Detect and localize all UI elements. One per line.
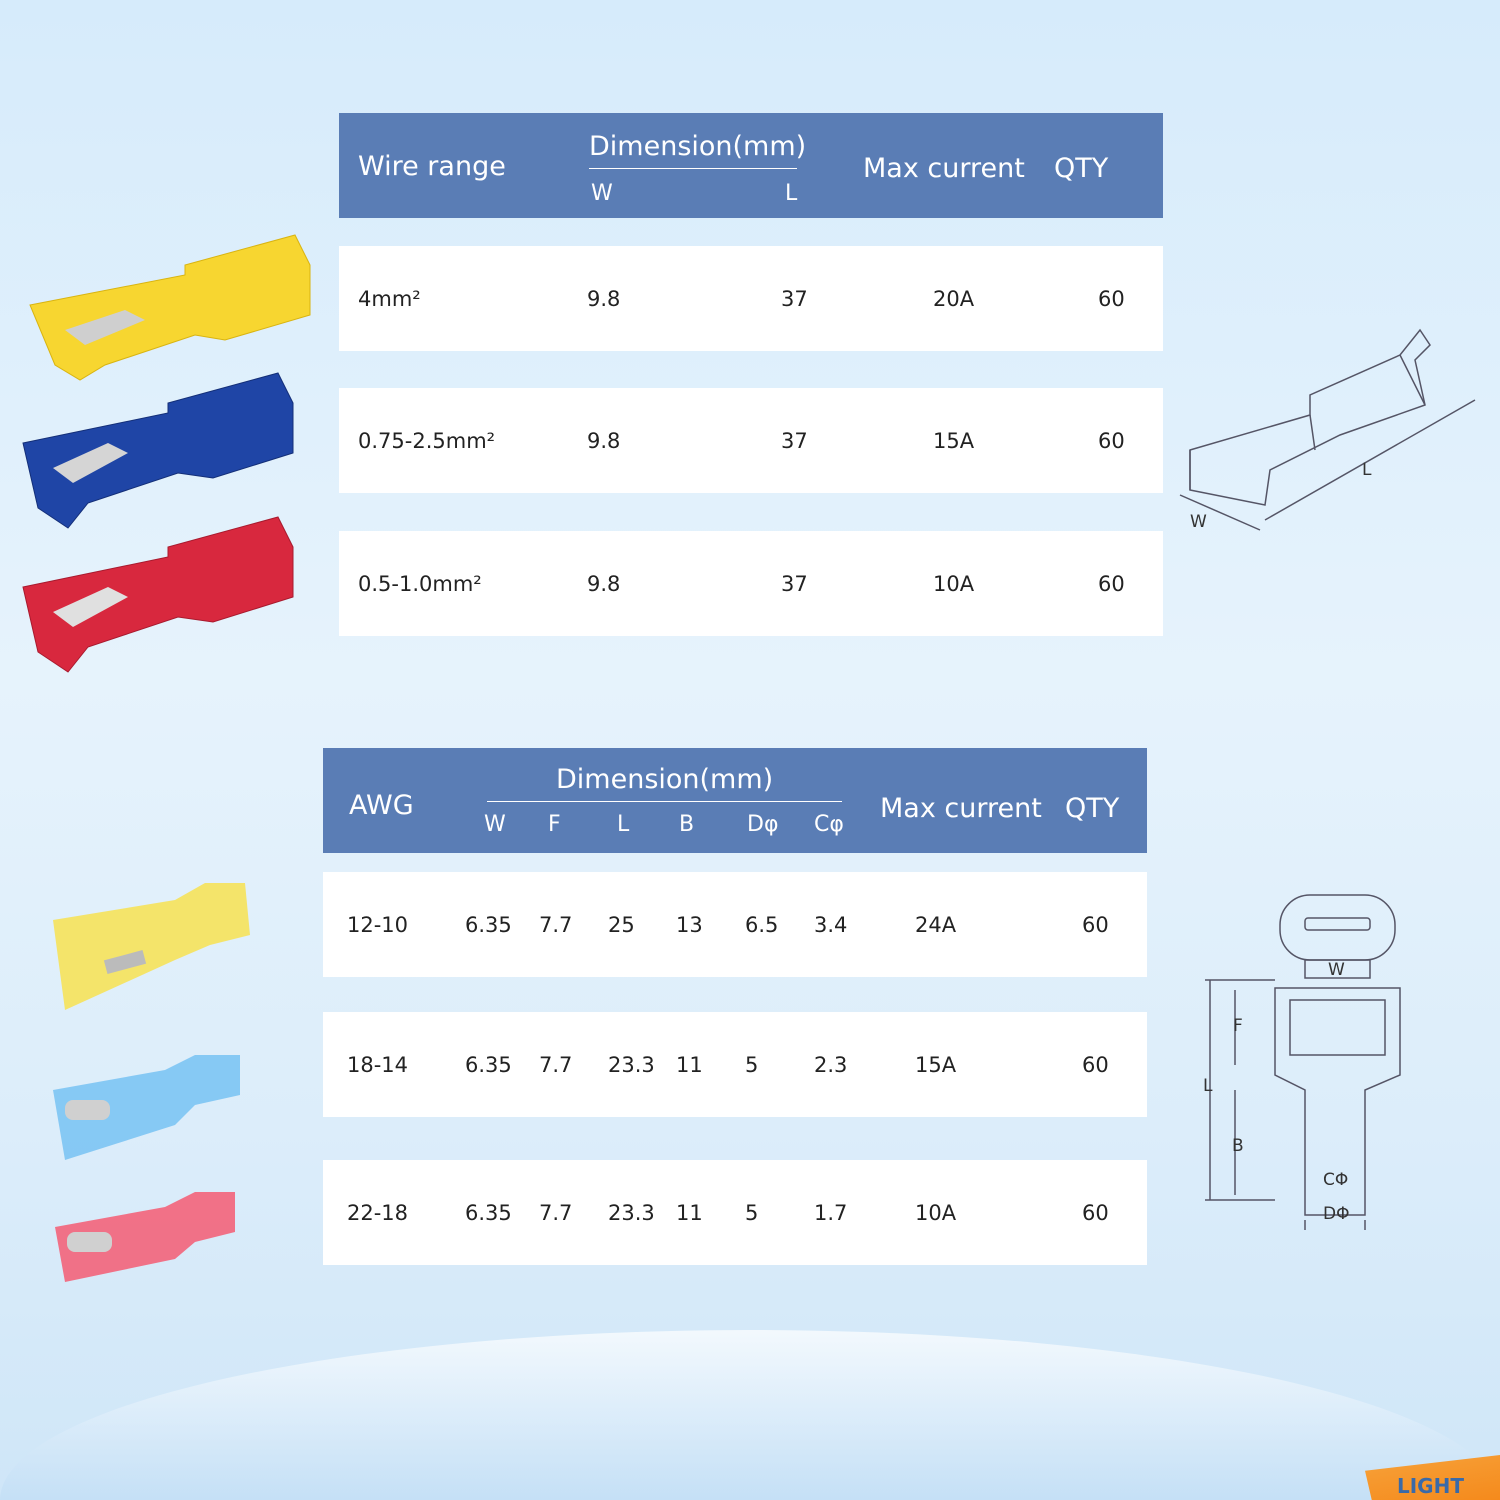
male-disconnects-image [53, 883, 250, 1282]
cell-qty: 60 [1098, 428, 1125, 453]
cell-l: 23.3 [608, 1052, 655, 1077]
cell-f: 7.7 [539, 1200, 573, 1225]
header-divider [487, 801, 842, 802]
yellow-connector [29, 234, 311, 381]
cell-w: 6.35 [465, 912, 512, 937]
cell-qty: 60 [1082, 1052, 1109, 1077]
header-qty: QTY [1054, 153, 1109, 184]
cell-f: 7.7 [539, 1052, 573, 1077]
table-row: 0.75-2.5mm² 9.8 37 15A 60 [339, 388, 1163, 493]
cell-b: 11 [676, 1200, 703, 1225]
cell-d: 6.5 [745, 912, 779, 937]
header-d: Dφ [747, 812, 779, 837]
header-max-current: Max current [863, 153, 1025, 184]
cell-current: 24A [915, 912, 957, 937]
cell-qty: 60 [1082, 912, 1109, 937]
t-tap-dimension-diagram [1179, 328, 1476, 531]
header-dimension: Dimension(mm) [556, 764, 774, 795]
cell-awg: 18-14 [347, 1052, 409, 1077]
header-dimension: Dimension(mm) [589, 131, 807, 162]
header-w: W [484, 812, 506, 837]
cell-current: 15A [933, 428, 975, 453]
diagram-w-label: W [1190, 512, 1207, 532]
cell-b: 13 [676, 912, 703, 937]
cell-c: 1.7 [814, 1200, 848, 1225]
cell-current: 20A [933, 286, 975, 311]
table-row: 22-18 6.35 7.7 23.3 11 5 1.7 10A 60 [323, 1160, 1147, 1265]
header-l: L [785, 181, 798, 206]
table1-header: Wire range Dimension(mm) W L Max current… [339, 113, 1163, 218]
cell-w: 6.35 [465, 1052, 512, 1077]
cell-w: 9.8 [587, 571, 621, 596]
cell-current: 10A [933, 571, 975, 596]
cell-qty: 60 [1098, 571, 1125, 596]
header-b: B [679, 812, 695, 837]
cell-w: 9.8 [587, 428, 621, 453]
cell-w: 6.35 [465, 1200, 512, 1225]
t-tap-connectors-image [22, 234, 311, 673]
cell-c: 3.4 [814, 912, 848, 937]
cell-d: 5 [745, 1052, 759, 1077]
cell-awg: 22-18 [347, 1200, 409, 1225]
background-wave [0, 1330, 1500, 1500]
cell-l: 25 [608, 912, 635, 937]
diagram-f-label: F [1233, 1016, 1243, 1036]
header-w: W [591, 181, 613, 206]
header-awg: AWG [349, 790, 414, 821]
header-qty: QTY [1065, 793, 1120, 824]
yellow-disconnect [53, 883, 250, 1010]
cell-b: 11 [676, 1052, 703, 1077]
table-row: 4mm² 9.8 37 20A 60 [339, 246, 1163, 351]
cell-l: 23.3 [608, 1200, 655, 1225]
cell-f: 7.7 [539, 912, 573, 937]
header-c: Cφ [814, 812, 844, 837]
cell-d: 5 [745, 1200, 759, 1225]
table2-header: AWG Dimension(mm) W F L B Dφ Cφ Max curr… [323, 748, 1147, 853]
cell-c: 2.3 [814, 1052, 848, 1077]
table-row: 0.5-1.0mm² 9.8 37 10A 60 [339, 531, 1163, 636]
male-disconnect-dimension-diagram [1205, 894, 1401, 1230]
cell-current: 15A [915, 1052, 957, 1077]
header-max-current: Max current [880, 793, 1042, 824]
cell-l: 37 [781, 571, 808, 596]
header-wire-range: Wire range [358, 151, 506, 182]
header-f: F [548, 812, 561, 837]
table-row: 18-14 6.35 7.7 23.3 11 5 2.3 15A 60 [323, 1012, 1147, 1117]
cell-current: 10A [915, 1200, 957, 1225]
table-row: 12-10 6.35 7.7 25 13 6.5 3.4 24A 60 [323, 872, 1147, 977]
cell-l: 37 [781, 286, 808, 311]
cell-awg: 12-10 [347, 912, 409, 937]
red-connector [22, 516, 294, 673]
diagram-l-label: L [1362, 460, 1372, 480]
cell-wire: 4mm² [358, 286, 421, 311]
blue-connector [22, 372, 294, 529]
diagram-b-label: B [1232, 1136, 1244, 1156]
diagram-l-label: L [1203, 1076, 1213, 1096]
logo-text: LIGHT [1397, 1474, 1464, 1498]
diagram-d-label: DΦ [1323, 1204, 1350, 1224]
cell-qty: 60 [1098, 286, 1125, 311]
header-l: L [617, 812, 630, 837]
diagram-c-label: CΦ [1323, 1170, 1349, 1190]
diagram-w-label: W [1328, 960, 1345, 980]
cell-qty: 60 [1082, 1200, 1109, 1225]
cell-wire: 0.5-1.0mm² [358, 571, 482, 596]
blue-disconnect [53, 1055, 240, 1160]
red-disconnect [55, 1192, 235, 1282]
cell-w: 9.8 [587, 286, 621, 311]
cell-l: 37 [781, 428, 808, 453]
cell-wire: 0.75-2.5mm² [358, 428, 496, 453]
header-divider [589, 168, 797, 169]
